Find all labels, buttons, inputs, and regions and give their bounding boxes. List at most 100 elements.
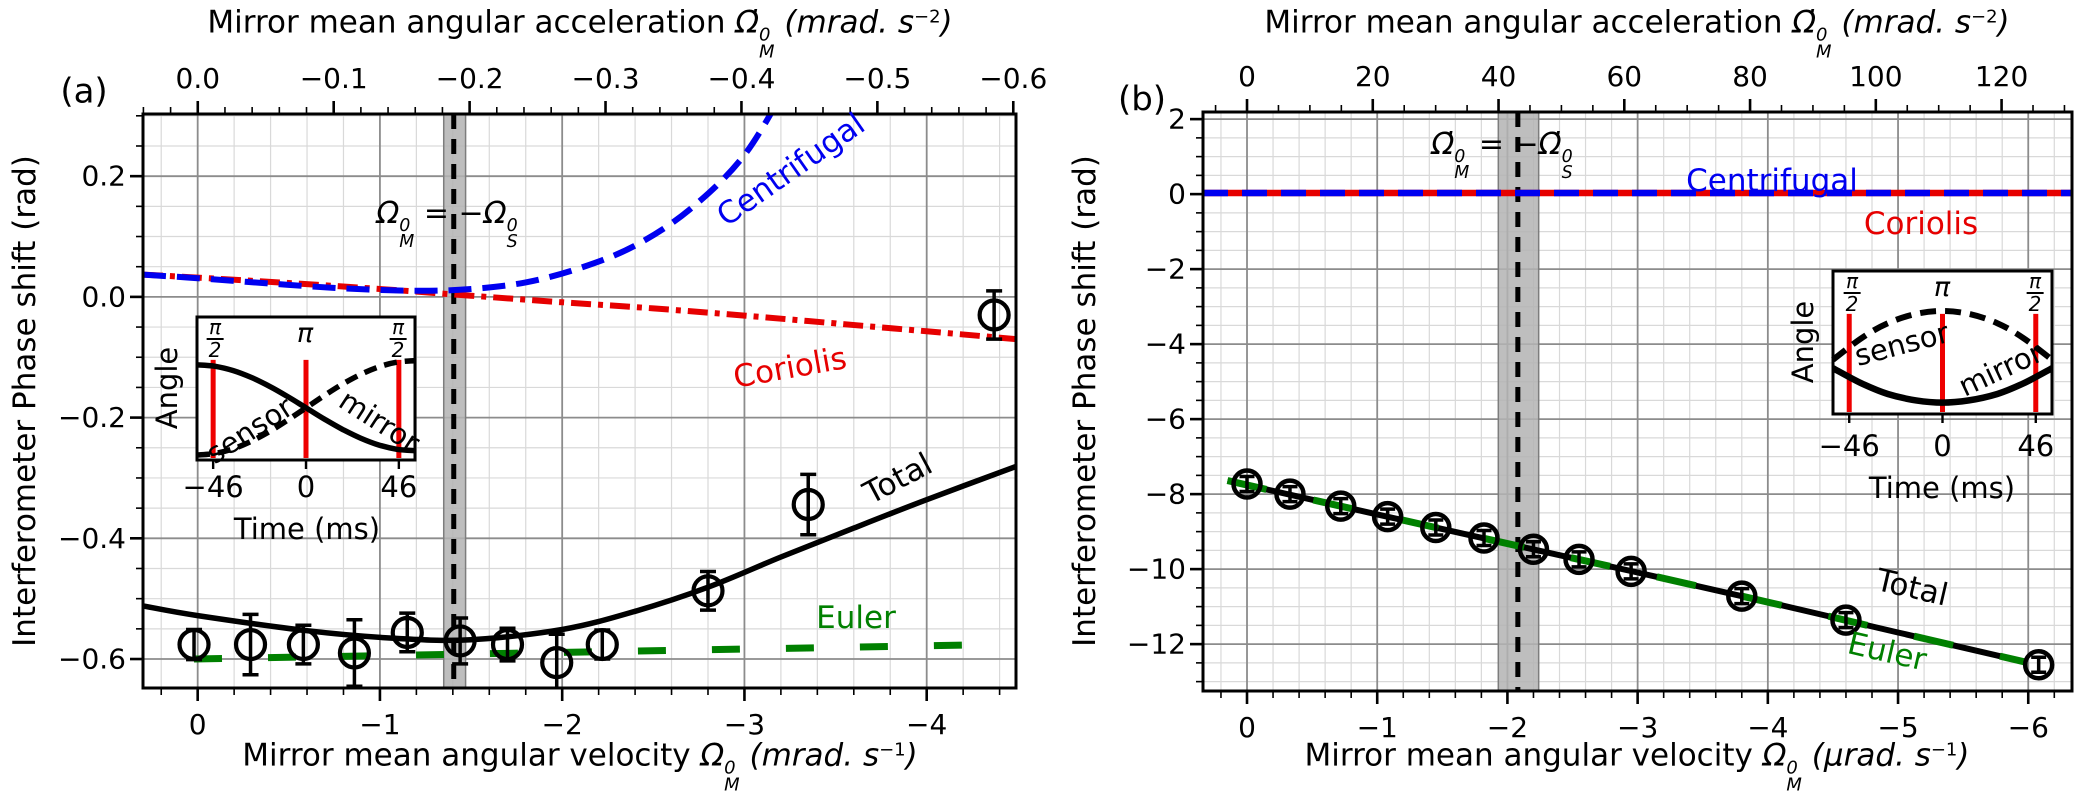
svg-text:0: 0 [1933,429,1951,463]
svg-text:−0.4: −0.4 [58,522,126,555]
data-point [1517,533,1550,565]
inset-a: −46 0 46 [183,315,417,504]
data-point [1563,543,1595,576]
panel-b-ticks: 0 −1 −2 −3 −4 −5 −60 20 40 60 80 100 12020−2−4−6−8−1… [1127,60,2066,744]
svg-text:−3: −3 [1617,711,1658,744]
data-point [1371,500,1404,533]
svg-text:−5: −5 [1877,711,1918,744]
svg-text:−46: −46 [183,470,244,504]
series-total-a [143,463,1016,644]
series-total-b [1226,477,2025,665]
data-point [1231,468,1263,500]
svg-text:20: 20 [1355,60,1391,93]
svg-text:−2: −2 [1145,253,1186,286]
data-point [286,627,320,662]
svg-text:−2: −2 [542,708,583,741]
data-point [1726,580,1758,612]
inset-b-pi-center: π [1933,272,1951,304]
inset-curve-mirror [1831,365,2054,406]
data-point [540,646,574,680]
svg-text:−0.6: −0.6 [58,643,126,676]
data-point [490,627,525,662]
inset-b-x-axis-title: Time (ms) [1868,471,2016,506]
svg-text:46: 46 [2017,429,2054,463]
data-point [1274,478,1306,510]
panel-a-series [143,114,1016,663]
data-point [585,627,619,662]
data-point [791,487,825,522]
svg-text:−1: −1 [1357,711,1398,744]
panel-b-series [1203,189,2072,666]
panel-b-y-axis-title: Interferometer Phase shift (rad) [1066,155,1103,647]
panel-a-ticks: 0 −1 −2 −3 −4 0.0 −0.1 −0.2 −0.3 −0.4 −0.5 −0.6 0.2 0… [58,62,1047,741]
inset-curve-sensor [1831,307,2054,363]
series-coriolis-a [143,271,1016,343]
pi-numerator: π [2028,269,2042,293]
svg-text:−10: −10 [1127,553,1186,586]
svg-text:40: 40 [1481,60,1517,93]
svg-text:−2: −2 [1487,711,1528,744]
svg-text:−6: −6 [2008,711,2049,744]
svg-text:−4: −4 [1145,328,1186,361]
curve-label-coriolis-b: Coriolis [1863,205,1979,242]
svg-text:−0.6: −0.6 [979,62,1047,95]
svg-text:−0.1: −0.1 [300,62,368,95]
series-centrifugal-a [143,114,775,294]
series-euler-a [193,641,1000,663]
data-point [177,627,211,662]
panel-a-letter: (a) [60,71,108,112]
svg-text:−0.5: −0.5 [843,62,911,95]
svg-text:0: 0 [1168,178,1186,211]
inset-b-pi-half-right: π 2 [2026,269,2044,316]
svg-text:0.0: 0.0 [81,280,126,313]
data-point [337,636,372,670]
svg-text:60: 60 [1606,60,1642,93]
svg-text:−3: −3 [724,708,765,741]
svg-text:2: 2 [1168,103,1186,136]
inset-a-pi-half-left: π 2 [206,315,224,362]
svg-text:0: 0 [1238,60,1256,93]
inset-a-x-axis-title: Time (ms) [233,512,381,547]
inset-b: −46 0 46 [1819,269,2054,463]
svg-text:−0.4: −0.4 [707,62,775,95]
inset-curve-mirror [196,362,416,454]
data-point [977,298,1011,332]
svg-text:0.0: 0.0 [176,62,221,95]
pi-denominator: 2 [206,338,224,362]
data-point [1420,511,1452,544]
data-point [443,624,477,658]
svg-text:80: 80 [1732,60,1768,93]
panel-a-y-axis-title: Interferometer Phase shift (rad) [6,155,43,647]
inset-a-pi-half-right: π 2 [389,315,407,362]
svg-text:−12: −12 [1127,628,1186,661]
svg-text:0.2: 0.2 [81,160,126,193]
panel-a-data-points [177,289,1011,688]
inset-b-pi-half-left: π 2 [1843,271,1861,315]
curve-label-centrifugal-b: Centrifugal [1686,162,1858,199]
data-point [390,615,424,650]
svg-text:−46: −46 [1819,429,1880,463]
svg-text:−0.3: −0.3 [572,62,640,95]
panel-a-grid [143,114,1016,688]
pi-denominator: 2 [389,338,407,362]
curve-label-euler-a: Euler [816,599,896,636]
data-point [2022,649,2055,681]
svg-text:120: 120 [1975,60,2028,93]
svg-text:−8: −8 [1145,478,1186,511]
data-point [1830,604,1862,636]
inset-a-y-axis-title: Angle [150,346,185,430]
pi-denominator: 2 [2026,292,2044,316]
data-point [691,574,725,608]
pi-numerator: π [208,315,222,339]
inset-a-pi-center: π [296,318,314,350]
panel-b-letter: (b) [1117,79,1167,120]
data-point [1468,522,1500,554]
panel-a-top-axis-title: Mirror mean angular acceleration Ω̇ 0 M (m… [207,4,953,63]
panel-b-data-points [1231,468,2055,681]
svg-text:0: 0 [189,708,207,741]
pi-numerator: π [391,315,405,339]
